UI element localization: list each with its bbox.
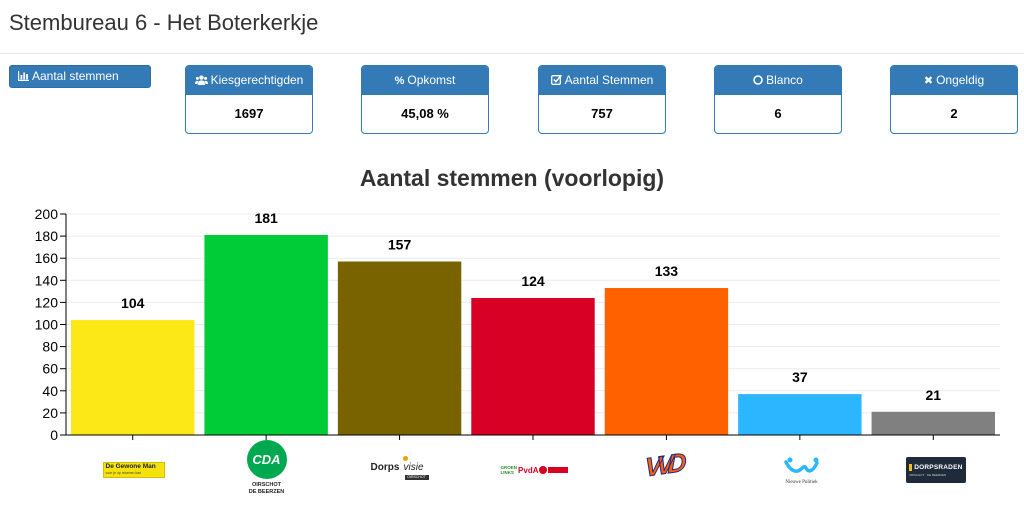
groenlinks-pvda-logo: GROEN LINKS PvdA (473, 442, 596, 498)
nieuwe-politiek-name: Nieuwe Politiek (785, 479, 818, 485)
stat-opkomst: % Opkomst 45,08 % (361, 65, 489, 134)
data-label: 124 (521, 273, 545, 289)
chart-title: Aantal stemmen (voorlopig) (359, 165, 665, 191)
bar-de-gewone-man (71, 320, 195, 435)
y-tick-label: 140 (35, 272, 59, 288)
y-tick-label: 200 (35, 206, 59, 222)
bar-vvd (604, 288, 729, 435)
bar-dorpsraden (871, 411, 995, 435)
de-gewone-man-tagline: voor je op rekenen kan (105, 471, 142, 475)
stat-kiesgerechtigden-value: 1697 (234, 106, 264, 121)
bar-dorpsvisie (337, 261, 462, 435)
dorpsvisie-name-b: visie (403, 462, 424, 473)
dorpsraden-house-icon (908, 463, 913, 471)
groenlinks-name-b: LINKS (500, 470, 515, 475)
stat-blanco-label: Blanco (766, 73, 803, 87)
pvda-rose-icon (539, 466, 548, 474)
vvd-logo: VVD (606, 442, 729, 498)
bar-chart-icon (18, 71, 29, 81)
bar-cda (204, 234, 328, 435)
stat-blanco: Blanco 6 (714, 65, 842, 134)
dorpsraden-name: DORPSRADEN (914, 463, 963, 471)
stat-ongeldig: ✖ Ongeldig 2 (890, 65, 1018, 134)
y-tick-label: 60 (42, 361, 58, 377)
dorpsvisie-name-a: Dorps (370, 462, 400, 473)
groenlinks-name-a: GROEN (500, 465, 518, 470)
stat-aantal-stemmen: Aantal Stemmen 757 (538, 65, 666, 134)
data-label: 37 (792, 369, 808, 385)
cda-logo-line2: DE BEERZEN (248, 489, 285, 495)
cda-logo: CDA OIRSCHOT DE BEERZEN (205, 440, 328, 496)
y-tick-label: 0 (50, 427, 58, 443)
stat-kiesgerechtigden: Kiesgerechtigden 1697 (185, 65, 313, 134)
times-icon: ✖ (923, 75, 934, 87)
stat-ongeldig-label: Ongeldig (936, 73, 985, 87)
dorpsraden-logo: DORPSRADEN OIRSCHOT · DE BEERZEN (874, 442, 997, 498)
title-divider (0, 53, 1024, 54)
nieuwe-politiek-wave-icon (783, 457, 819, 473)
de-gewone-man-name: De Gewone Man (105, 463, 156, 470)
cda-logo-line1: OIRSCHOT (251, 482, 282, 488)
y-tick-label: 20 (42, 405, 58, 421)
bar-nieuwe-politiek (738, 394, 862, 435)
data-label: 133 (655, 263, 679, 279)
y-tick-label: 120 (35, 294, 59, 310)
nieuwe-politiek-logo: Nieuwe Politiek (740, 442, 863, 498)
y-tick-label: 160 (35, 250, 59, 266)
stat-ongeldig-value: 2 (950, 106, 958, 121)
stat-aantal-stemmen-value: 757 (591, 106, 613, 121)
pvda-banner-icon (548, 467, 569, 473)
stat-aantal-stemmen-label: Aantal Stemmen (564, 73, 654, 87)
dorpsvisie-logo: Dorps visie OIRSCHOT (339, 442, 462, 498)
aantal-stemmen-button[interactable]: Aantal stemmen (9, 65, 151, 88)
data-label: 21 (925, 387, 941, 403)
data-label: 157 (388, 237, 412, 253)
data-label: 104 (121, 295, 145, 311)
cda-logo-mark: CDA (246, 440, 287, 479)
check-square-icon (550, 74, 562, 85)
dorpsvisie-tag: OIRSCHOT (404, 475, 429, 480)
data-label: 181 (254, 210, 278, 226)
stat-kiesgerechtigden-label: Kiesgerechtigden (210, 73, 304, 87)
stat-opkomst-label: Opkomst (407, 73, 456, 87)
pvda-name: PvdA (518, 465, 539, 475)
users-icon (194, 75, 208, 85)
de-gewone-man-logo: De Gewone Man voor je op rekenen kan (72, 442, 195, 498)
stat-opkomst-value: 45,08 % (401, 106, 449, 121)
aantal-stemmen-button-label: Aantal stemmen (32, 69, 119, 83)
percent-icon: % (394, 75, 405, 87)
vvd-logo-mark: VVD (644, 447, 680, 483)
dorpsvisie-dot-icon (402, 456, 408, 461)
circle-icon (753, 75, 763, 85)
stat-blanco-value: 6 (774, 106, 782, 121)
y-tick-label: 40 (42, 383, 58, 399)
page-title: Stembureau 6 - Het Boterkerkje (9, 10, 319, 35)
dorpsraden-tag: OIRSCHOT · DE BEERZEN (908, 472, 947, 477)
bar-groenlinks-pvda (471, 297, 595, 435)
y-tick-label: 180 (35, 228, 59, 244)
y-tick-label: 80 (42, 339, 58, 355)
y-tick-label: 100 (35, 317, 59, 333)
